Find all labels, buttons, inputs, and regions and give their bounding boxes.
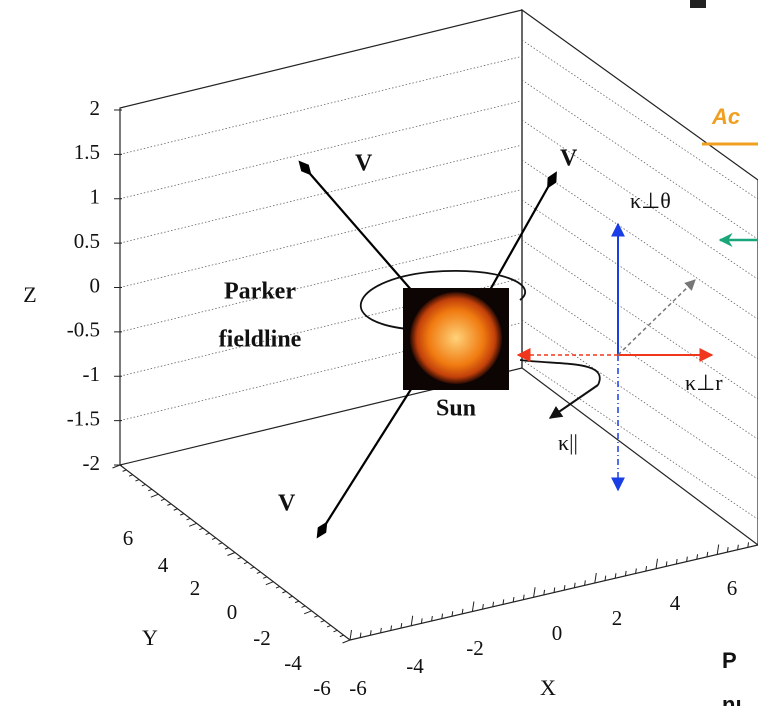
y-tick <box>289 596 293 598</box>
y-axis-title: Y <box>142 625 158 650</box>
x-tick-label: 4 <box>670 591 681 615</box>
z-tick-label: -1.5 <box>67 406 100 430</box>
x-tick <box>472 602 474 612</box>
z-tick-label: 0 <box>90 273 101 297</box>
kappa-label: κ⊥θ <box>630 188 671 213</box>
y-tick <box>151 494 159 497</box>
cropped-icon <box>690 0 706 8</box>
x-tick-label: 0 <box>552 621 563 645</box>
z-tick-label: -2 <box>83 451 101 475</box>
grid-line <box>120 101 522 199</box>
fieldline-label: fieldline <box>219 327 302 353</box>
y-tick <box>167 504 171 506</box>
y-tick <box>340 635 344 637</box>
y-tick-label: 0 <box>227 600 238 624</box>
y-tick-label: 6 <box>123 526 134 550</box>
y-tick <box>148 489 152 491</box>
y-tick <box>263 577 267 579</box>
kappa-label: κ|| <box>558 430 578 455</box>
y-tick-label: 4 <box>158 553 169 577</box>
x-tick <box>656 559 658 569</box>
z-axis-title: Z <box>23 282 36 307</box>
y-tick <box>244 562 248 564</box>
x-tick <box>350 630 352 640</box>
z-tick-label: 0.5 <box>74 229 100 253</box>
z-tick-label: 1.5 <box>74 140 100 164</box>
x-tick <box>411 616 413 626</box>
x-tick <box>595 573 597 583</box>
x-tick-label: 2 <box>612 606 623 630</box>
y-tick <box>129 475 133 477</box>
x-axis-title: X <box>540 675 556 700</box>
velocity-label: V <box>355 151 373 177</box>
velocity-label: V <box>278 491 296 517</box>
y-tick <box>180 514 184 516</box>
y-tick <box>135 480 139 482</box>
z-tick-label: -1 <box>83 362 101 386</box>
figure: V V V Parker fieldline Sun κ⊥θ κ⊥r κ|| Z… <box>0 0 758 706</box>
sun-image <box>410 292 502 384</box>
x-tick-label: -4 <box>406 654 424 678</box>
y-tick <box>257 572 261 574</box>
y-tick <box>206 533 210 535</box>
grid-line <box>522 200 758 359</box>
y-tick <box>199 528 203 530</box>
z-tick-label: 2 <box>90 96 101 120</box>
y-tick <box>282 591 286 593</box>
y-tick <box>218 543 222 545</box>
y-tick <box>187 518 191 520</box>
y-tick <box>276 587 280 589</box>
y-tick <box>228 553 236 556</box>
grid-line <box>522 280 758 439</box>
diffusion-arrows <box>518 224 712 490</box>
y-tick-label: -2 <box>253 626 271 650</box>
cropped-text: nı <box>722 692 742 706</box>
y-tick <box>225 548 229 550</box>
fieldline-tail <box>520 360 600 385</box>
velocity-label: V <box>560 146 578 172</box>
x-tick-label: -2 <box>466 636 484 660</box>
y-tick <box>314 616 318 618</box>
y-tick-label: 2 <box>190 576 201 600</box>
y-tick <box>123 470 127 472</box>
x-tick-label: 6 <box>727 576 738 600</box>
kappa-label: κ⊥r <box>685 370 723 395</box>
y-tick <box>212 538 216 540</box>
y-tick <box>343 640 351 643</box>
y-tick-label: -6 <box>313 676 331 700</box>
y-tick <box>266 582 274 585</box>
y-tick <box>250 567 254 569</box>
grid-line <box>120 56 522 154</box>
cropped-heading: Ac <box>711 104 740 129</box>
grid-line <box>120 145 522 243</box>
y-tick-label: -4 <box>284 651 302 675</box>
y-tick <box>302 606 306 608</box>
z-tick-label: -0.5 <box>67 318 100 342</box>
x-tick <box>534 587 536 597</box>
z-tick-label: 1 <box>90 185 101 209</box>
grid-line <box>120 190 522 288</box>
grid-line <box>522 320 758 479</box>
fieldline-label: Parker <box>224 279 296 305</box>
y-tick <box>189 523 197 526</box>
y-tick <box>333 630 337 632</box>
x-tick-label: -6 <box>349 676 367 700</box>
grid-line <box>522 240 758 399</box>
x-tick <box>717 545 719 555</box>
y-tick <box>327 625 331 627</box>
y-tick <box>321 621 325 623</box>
grid <box>120 40 758 519</box>
y-tick <box>295 601 299 603</box>
y-tick <box>174 509 178 511</box>
sun-label: Sun <box>436 396 476 422</box>
y-tick <box>142 484 146 486</box>
y-tick <box>304 611 312 614</box>
y-tick <box>161 499 165 501</box>
y-tick <box>238 557 242 559</box>
cropped-text: P <box>722 648 737 673</box>
